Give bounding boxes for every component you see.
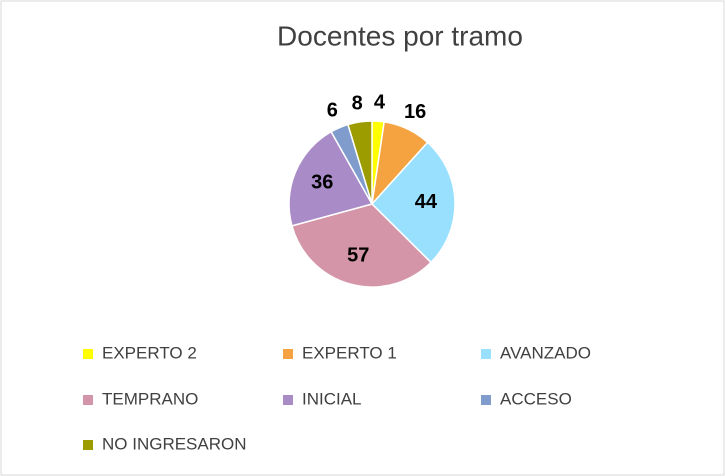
legend-swatch [83,395,93,405]
data-label: 8 [352,92,363,114]
data-label: 57 [347,244,369,266]
pie-slice [291,203,433,288]
legend-swatch [283,395,293,405]
data-label: 4 [374,92,386,114]
legend-label: AVANZADO [500,343,591,362]
pie-slice [370,141,456,264]
chart-title: Docentes por tramo [277,20,523,51]
legend-label: EXPERTO 1 [302,343,397,362]
legend-swatch [481,349,491,359]
legend-swatch [83,349,93,359]
data-label: 44 [415,191,438,213]
legend-label: INICIAL [302,389,362,408]
data-label: 36 [311,172,333,194]
legend-label: EXPERTO 2 [102,343,197,362]
legend-swatch [481,395,491,405]
pie-slice [288,130,374,227]
legend-swatch [283,349,293,359]
legend-label: TEMPRANO [102,389,198,408]
data-label: 16 [404,101,426,123]
legend-label: ACCESO [500,389,572,408]
data-label: 6 [327,99,338,121]
legend-swatch [83,440,93,450]
pie-slice [347,120,373,205]
legend-label: NO INGRESARON [102,434,247,453]
